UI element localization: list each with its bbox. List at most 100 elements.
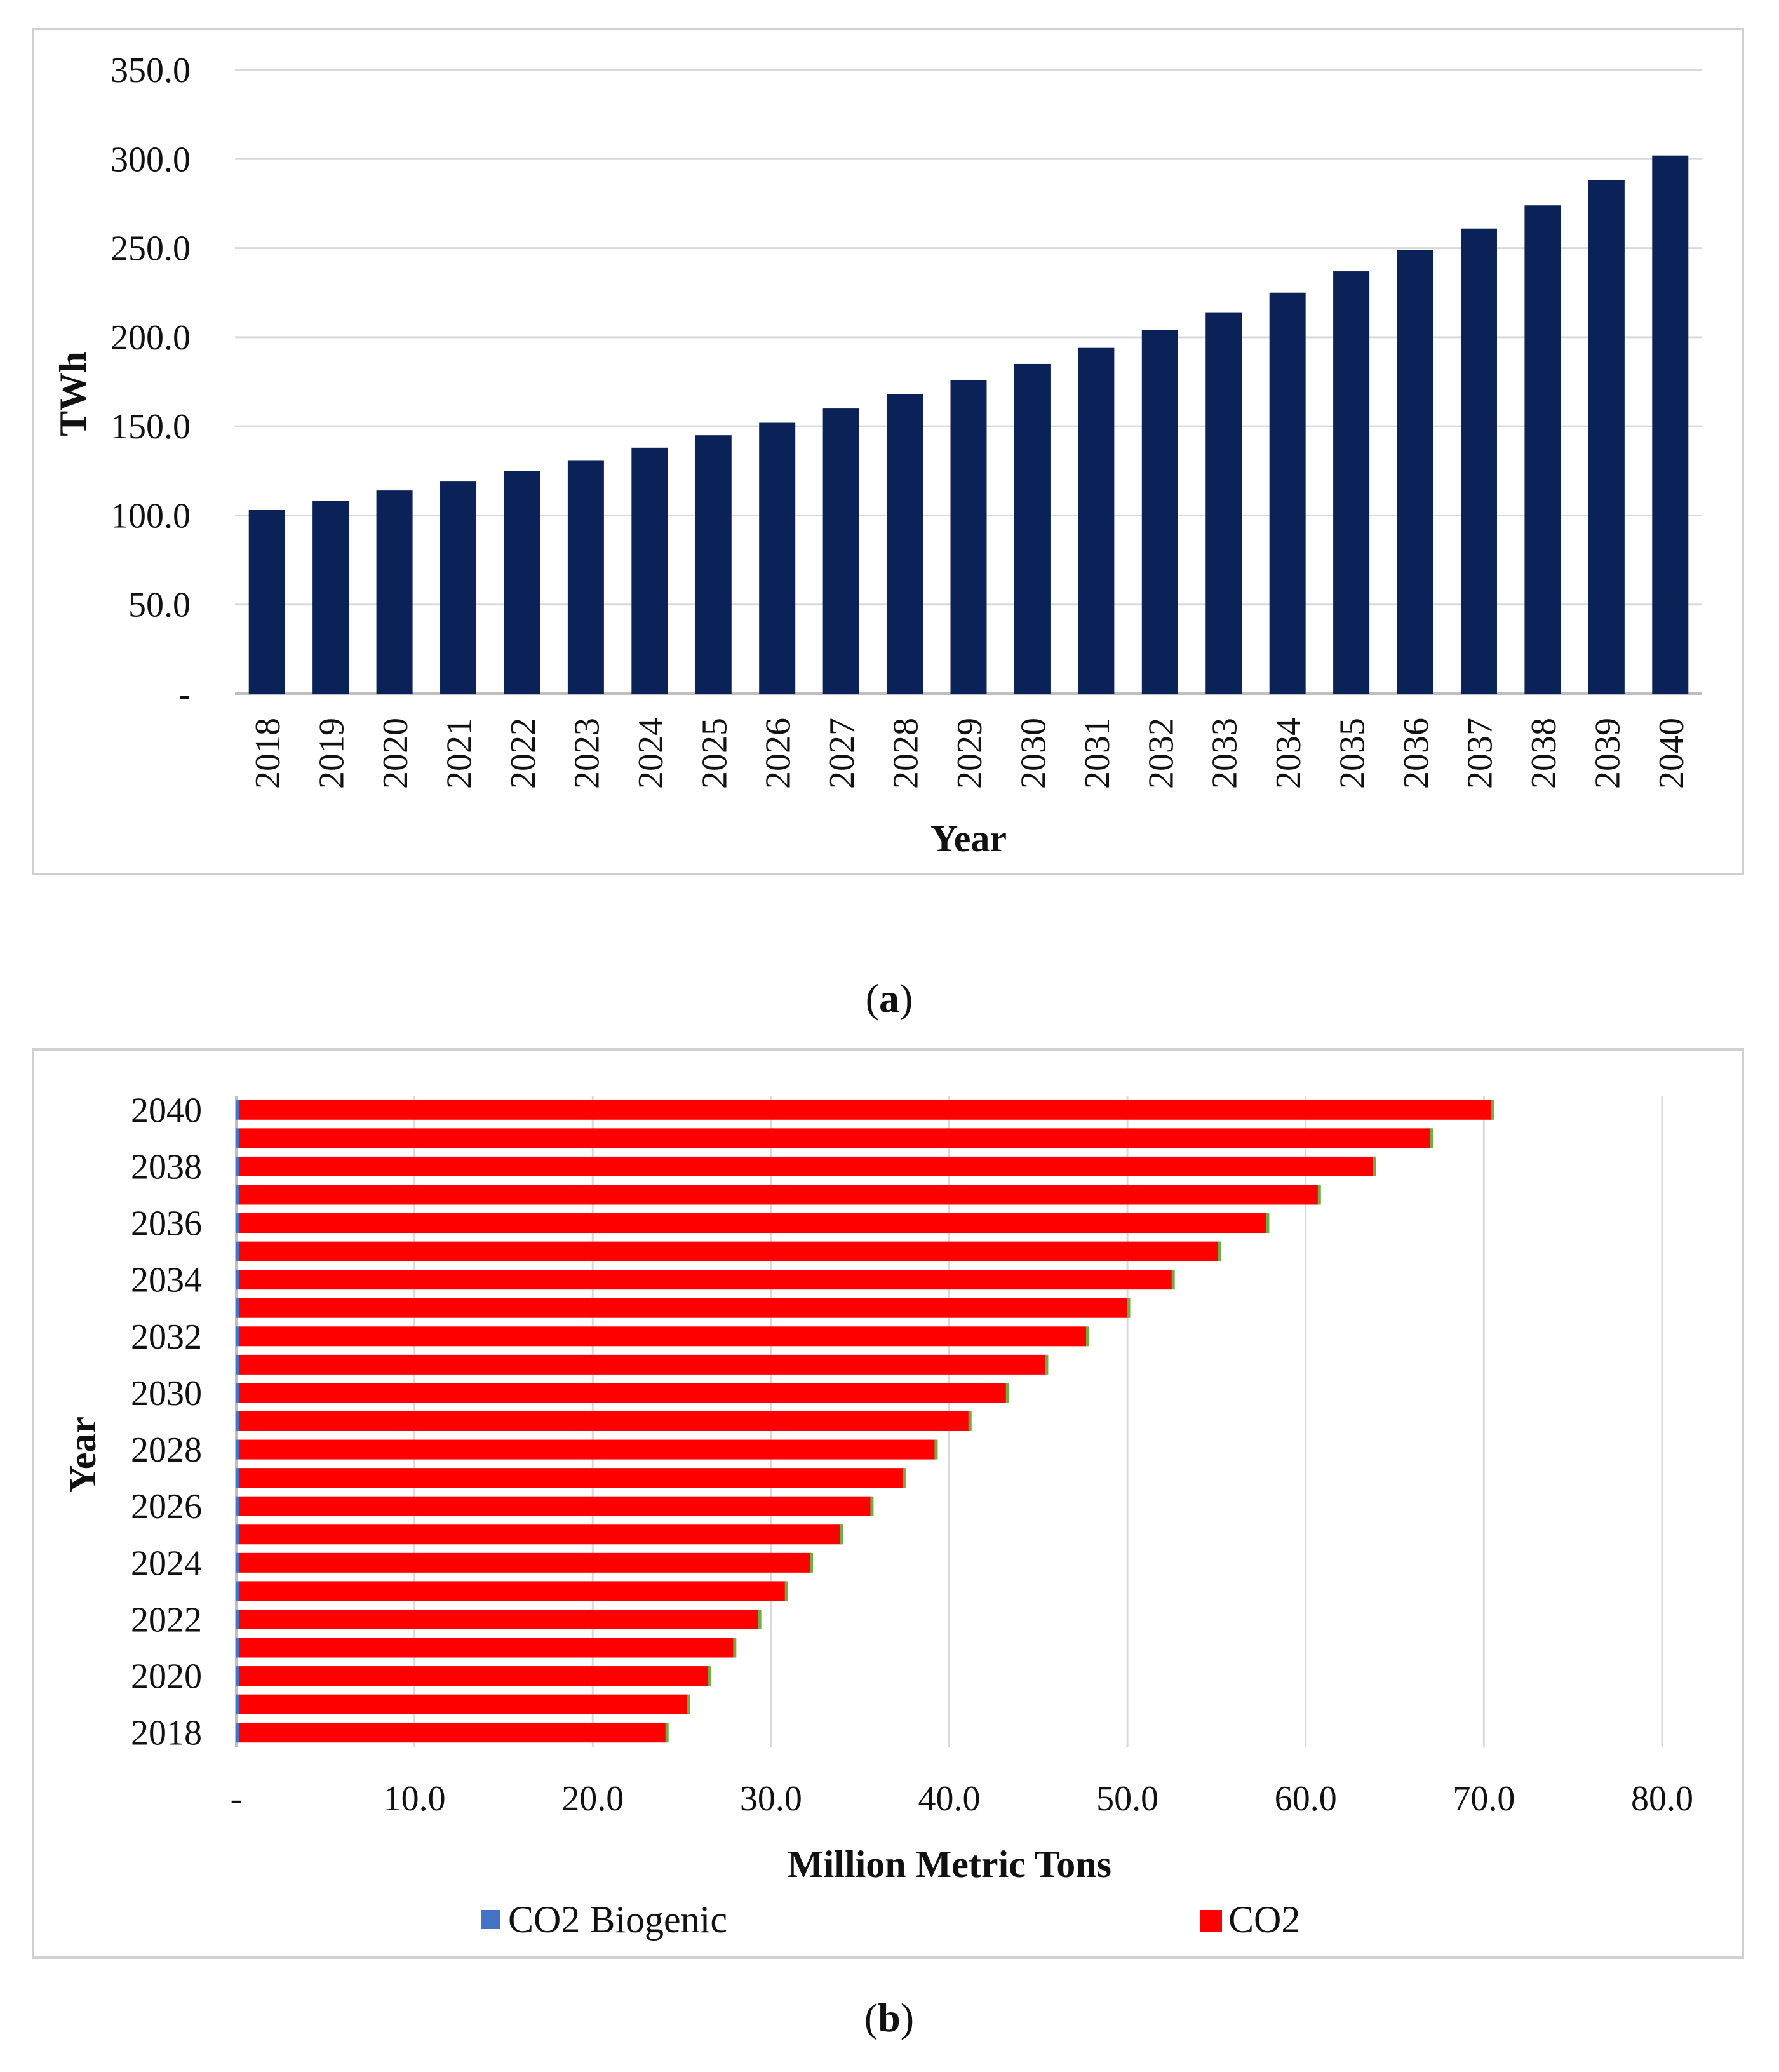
bar-co2-2018 bbox=[239, 1723, 667, 1743]
ytick-label-2026: 2026 bbox=[131, 1487, 202, 1526]
bar-cap-2018 bbox=[665, 1723, 669, 1743]
xtick-label-2019: 2019 bbox=[312, 718, 352, 789]
bar-2029 bbox=[950, 380, 987, 694]
bar-cap-2030 bbox=[1005, 1383, 1009, 1403]
xtick-label-2022: 2022 bbox=[504, 718, 543, 789]
xtick-label-2021: 2021 bbox=[440, 718, 480, 789]
bar-2035 bbox=[1333, 271, 1370, 694]
ytick-label-2018: 2018 bbox=[131, 1714, 202, 1753]
bar-biogenic-2022 bbox=[236, 1609, 239, 1629]
x-axis-title-b: Million Metric Tons bbox=[788, 1843, 1111, 1885]
bar-biogenic-2040 bbox=[236, 1100, 239, 1120]
bar-biogenic-2019 bbox=[236, 1694, 239, 1714]
ytick-label-2038: 2038 bbox=[131, 1147, 202, 1187]
bar-biogenic-2025 bbox=[236, 1524, 239, 1545]
ytick-label-5: 250.0 bbox=[111, 229, 191, 269]
caption-b: (b) bbox=[864, 1995, 915, 2040]
bar-co2-2021 bbox=[239, 1638, 735, 1658]
x-axis-title: Year bbox=[930, 817, 1007, 859]
bar-biogenic-2039 bbox=[236, 1128, 239, 1148]
bar-co2-2024 bbox=[239, 1552, 812, 1573]
xtick-label-1: 10.0 bbox=[384, 1779, 446, 1819]
bar-biogenic-2032 bbox=[236, 1326, 239, 1347]
bar-2018 bbox=[248, 510, 285, 694]
bar-cap-2021 bbox=[733, 1638, 737, 1658]
xtick-label-2023: 2023 bbox=[567, 718, 607, 789]
xtick-label-2028: 2028 bbox=[887, 718, 926, 789]
bar-co2-2037 bbox=[239, 1185, 1319, 1205]
xtick-label-2025: 2025 bbox=[695, 718, 734, 789]
bar-biogenic-2024 bbox=[236, 1552, 239, 1573]
y-axis-title-b: Year bbox=[62, 1416, 104, 1493]
xtick-label-2024: 2024 bbox=[631, 718, 671, 789]
ytick-label-2022: 2022 bbox=[131, 1600, 202, 1639]
bar-co2-2027 bbox=[239, 1468, 904, 1488]
xtick-label-2040: 2040 bbox=[1652, 718, 1691, 789]
bar-cap-2032 bbox=[1085, 1326, 1089, 1347]
bar-2038 bbox=[1524, 205, 1561, 694]
bar-biogenic-2027 bbox=[236, 1468, 239, 1488]
bar-co2-2036 bbox=[239, 1213, 1268, 1234]
ytick-label-2030: 2030 bbox=[131, 1374, 202, 1413]
xtick-label-2038: 2038 bbox=[1524, 718, 1564, 789]
bar-cap-2034 bbox=[1171, 1270, 1175, 1290]
bar-2032 bbox=[1141, 330, 1178, 694]
bar-biogenic-2037 bbox=[236, 1185, 239, 1205]
bar-co2-2023 bbox=[239, 1581, 786, 1601]
xtick-label-8: 80.0 bbox=[1631, 1779, 1693, 1819]
xtick-label-2035: 2035 bbox=[1333, 718, 1373, 789]
bar-2028 bbox=[887, 394, 923, 694]
xtick-label-7: 70.0 bbox=[1453, 1779, 1515, 1819]
xtick-label-5: 50.0 bbox=[1096, 1779, 1158, 1819]
caption-a: (a) bbox=[865, 976, 913, 1021]
bar-co2-2038 bbox=[239, 1156, 1374, 1176]
xtick-label-2032: 2032 bbox=[1141, 718, 1181, 789]
xtick-label-2020: 2020 bbox=[376, 718, 415, 789]
bar-cap-2019 bbox=[687, 1694, 690, 1714]
bar-biogenic-2031 bbox=[236, 1354, 239, 1375]
ytick-label-6: 300.0 bbox=[111, 140, 191, 179]
ytick-label-2: 100.0 bbox=[111, 496, 191, 535]
bar-biogenic-2023 bbox=[236, 1581, 239, 1601]
bar-co2-2020 bbox=[239, 1666, 710, 1686]
bar-co2-2039 bbox=[239, 1128, 1432, 1148]
xtick-label-3: 30.0 bbox=[740, 1779, 802, 1819]
xtick-label-2: 20.0 bbox=[561, 1779, 624, 1819]
xtick-label-4: 40.0 bbox=[918, 1779, 981, 1819]
xtick-label-2027: 2027 bbox=[822, 718, 862, 789]
bar-2034 bbox=[1269, 292, 1306, 694]
bar-2030 bbox=[1014, 363, 1051, 694]
ytick-label-4: 200.0 bbox=[111, 318, 191, 358]
bar-2036 bbox=[1397, 250, 1433, 694]
bar-cap-2038 bbox=[1373, 1156, 1376, 1176]
bar-cap-2020 bbox=[708, 1666, 712, 1686]
bar-cap-2026 bbox=[870, 1496, 874, 1516]
xtick-label-2026: 2026 bbox=[759, 718, 798, 789]
bar-co2-2022 bbox=[239, 1609, 760, 1629]
xtick-label-2039: 2039 bbox=[1588, 718, 1627, 789]
bar-2022 bbox=[504, 471, 540, 694]
bar-cap-2029 bbox=[968, 1411, 972, 1431]
bar-cap-2023 bbox=[784, 1581, 788, 1601]
bar-biogenic-2018 bbox=[236, 1723, 239, 1743]
bar-2019 bbox=[312, 501, 349, 694]
bar-co2-2025 bbox=[239, 1524, 842, 1545]
bar-2023 bbox=[567, 460, 604, 694]
xtick-label-2037: 2037 bbox=[1460, 718, 1500, 789]
xtick-label-6: 60.0 bbox=[1275, 1779, 1337, 1819]
xtick-label-2031: 2031 bbox=[1078, 718, 1117, 789]
ytick-label-0: - bbox=[178, 675, 191, 714]
bar-co2-2019 bbox=[239, 1694, 688, 1714]
xtick-label-2036: 2036 bbox=[1397, 718, 1436, 789]
bar-2027 bbox=[822, 408, 859, 694]
bar-2033 bbox=[1205, 312, 1242, 694]
bar-cap-2037 bbox=[1317, 1185, 1321, 1205]
bar-2025 bbox=[695, 435, 732, 694]
bar-2037 bbox=[1460, 228, 1497, 694]
bar-biogenic-2029 bbox=[236, 1411, 239, 1431]
bar-co2-2040 bbox=[239, 1100, 1493, 1120]
bar-2024 bbox=[631, 447, 668, 694]
bar-biogenic-2021 bbox=[236, 1638, 239, 1658]
bar-2021 bbox=[440, 481, 477, 694]
bar-2020 bbox=[376, 490, 413, 694]
